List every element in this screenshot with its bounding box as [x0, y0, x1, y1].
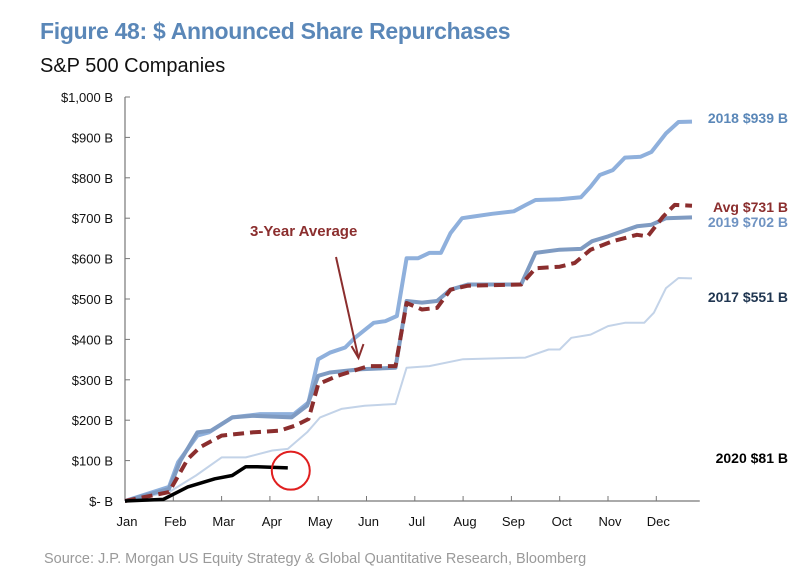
- x-tick-label: Feb: [164, 514, 186, 529]
- y-tick-label: $- B: [89, 494, 113, 509]
- series-end-label-2020: 2020 $81 B: [716, 450, 788, 466]
- x-tick-label: Nov: [598, 514, 622, 529]
- y-tick-label: $400 B: [72, 332, 113, 347]
- series-end-label-avg: Avg $731 B: [713, 199, 788, 215]
- y-tick-label: $500 B: [72, 292, 113, 307]
- annotation-arrowhead-icon: [350, 343, 365, 361]
- annotation-label: 3-Year Average: [250, 223, 357, 240]
- y-tick-label: $100 B: [72, 454, 113, 469]
- x-tick-label: Oct: [552, 514, 573, 529]
- x-tick-label: Jul: [408, 514, 425, 529]
- series-line-2019: [124, 215, 693, 503]
- series-end-label-2019: 2019 $702 B: [708, 214, 788, 230]
- x-tick-label: Apr: [262, 514, 283, 529]
- y-tick-label: $1,000 B: [61, 90, 113, 105]
- source-note: Source: J.P. Morgan US Equity Strategy &…: [44, 551, 587, 567]
- x-tick-label: May: [308, 514, 333, 529]
- x-tick-label: Jan: [117, 514, 138, 529]
- x-tick-label: Sep: [502, 514, 525, 529]
- y-tick-label: $900 B: [72, 130, 113, 145]
- x-tick-label: Aug: [454, 514, 477, 529]
- y-tick-label: $800 B: [72, 171, 113, 186]
- series-line-2018: [124, 119, 693, 503]
- series-end-label-2018: 2018 $939 B: [708, 110, 788, 126]
- y-tick-label: $200 B: [72, 413, 113, 428]
- chart-title: Figure 48: $ Announced Share Repurchases: [40, 18, 511, 44]
- x-tick-label: Mar: [212, 514, 235, 529]
- y-tick-label: $300 B: [72, 373, 113, 388]
- highlight-circle: [270, 450, 311, 491]
- series-line-2017: [124, 277, 693, 502]
- y-tick-label: $600 B: [72, 252, 113, 267]
- series-line-2020: [124, 464, 288, 503]
- chart-subtitle: S&P 500 Companies: [40, 55, 226, 77]
- x-tick-label: Dec: [647, 514, 671, 529]
- annotation-arrow: [335, 256, 360, 359]
- series-end-label-2017: 2017 $551 B: [708, 289, 788, 305]
- y-tick-label: $700 B: [72, 211, 113, 226]
- series-line-avg: [124, 202, 693, 503]
- x-tick-label: Jun: [358, 514, 379, 529]
